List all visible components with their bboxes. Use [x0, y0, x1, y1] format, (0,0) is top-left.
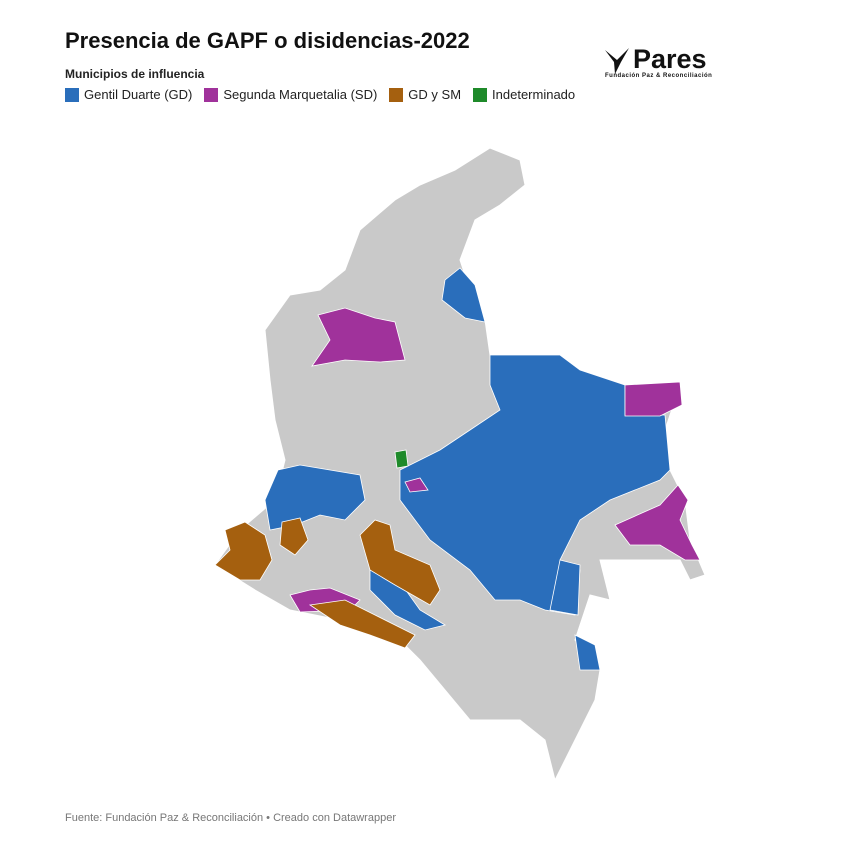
region — [308, 599, 416, 649]
source: Fuente: Fundación Paz & Reconciliación •… — [65, 812, 396, 824]
legend-swatch — [65, 87, 79, 102]
legend-item: Gentil Duarte (GD) — [65, 87, 192, 102]
legend-item: Indeterminado — [473, 87, 575, 102]
legend-swatch — [204, 87, 219, 102]
title: Presencia de GAPF o disidencias-2022 — [65, 28, 470, 53]
logo: Pares Fundación Paz & Reconciliación — [605, 44, 735, 84]
region — [614, 484, 701, 561]
region — [214, 521, 273, 581]
region — [624, 381, 683, 417]
legend-swatch — [473, 87, 488, 102]
region — [279, 517, 309, 556]
region — [394, 449, 409, 469]
region — [441, 267, 486, 323]
region — [311, 307, 406, 367]
region — [549, 559, 581, 616]
legend-label: Gentil Duarte (GD) — [84, 87, 193, 102]
legend-label: GD y SM — [408, 87, 462, 102]
region — [574, 634, 601, 671]
region — [359, 519, 441, 606]
region — [264, 464, 366, 531]
legend: Gentil Duarte (GD) Segunda Marquetalia (S… — [65, 87, 575, 102]
legend-label: Segunda Marquetalia (SD) — [223, 87, 378, 102]
legend-title: Municipios de influencia — [65, 67, 205, 81]
logo-tagline: Fundación Paz & Reconciliación — [605, 73, 713, 79]
legend-item: Segunda Marquetalia (SD) — [204, 87, 377, 102]
legend-item: GD y SM — [389, 87, 461, 102]
legend-label: Indeterminado — [492, 87, 576, 102]
region — [404, 477, 429, 493]
legend-swatch — [389, 87, 404, 102]
logo-name: Pares — [633, 44, 707, 74]
logo-icon — [605, 48, 629, 74]
